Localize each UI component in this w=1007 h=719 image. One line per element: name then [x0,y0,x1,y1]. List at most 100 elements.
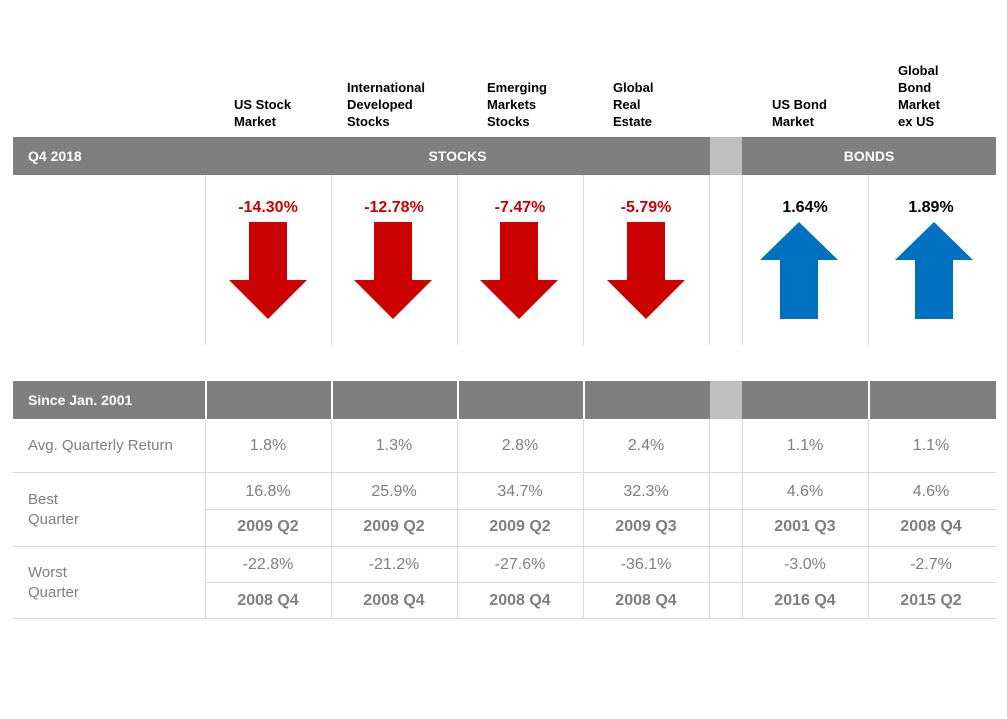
bottom-header-bar [13,381,710,419]
column-header-line: US Stock [234,97,292,112]
row-label-worst: Worst Quarter [28,563,79,603]
top-divider [742,175,743,345]
best-quarter-cell: 2009 Q3 [615,518,677,535]
avg-cell: 1.8% [249,437,287,454]
worst-quarter-cell: 2008 Q4 [363,592,425,609]
top-header-bonds-bar [742,137,996,175]
avg-cell: 1.1% [912,437,950,454]
bottom-header-gap [710,381,742,419]
best-quarter-cell: 2001 Q3 [774,518,836,535]
return-label-intl-developed: -12.78% [364,199,424,216]
best-value-cell: 4.6% [786,483,824,500]
row-divider [13,472,996,473]
column-header-global-real-estate: Global Real Estate [613,79,653,130]
worst-quarter-cell: 2015 Q2 [900,592,962,609]
column-header-line: US Bond [772,97,827,112]
return-label-us-stock: -14.30% [238,199,298,216]
top-divider [457,175,458,345]
avg-cell: 2.8% [501,437,539,454]
worst-value-cell: -2.7% [910,556,952,573]
row-label-avg: Avg. Quarterly Return [28,437,173,454]
bonds-label: BONDS [843,148,895,164]
bottom-divider [868,419,869,619]
column-header-line: Global [613,80,654,95]
top-divider [583,175,584,345]
row-divider [13,618,996,619]
column-header-line: International [347,80,426,95]
bottom-divider [742,419,743,619]
worst-value-cell: -36.1% [620,556,672,573]
down-arrow-icon [607,222,685,319]
column-header-line: Developed [347,97,413,112]
avg-cell: 2.4% [627,437,665,454]
row-label-best: Best Quarter [28,490,79,530]
up-arrow-icon [760,222,838,319]
top-divider [868,175,869,345]
column-header-emerging: Emerging Markets Stocks [487,79,547,130]
best-quarter-cell: 2009 Q2 [489,518,551,535]
top-header-bar [13,137,710,175]
row-divider [205,582,996,583]
column-header-line: Emerging [487,80,547,95]
best-value-cell: 16.8% [245,483,291,500]
top-header-gap [710,137,742,175]
worst-value-cell: -27.6% [494,556,546,573]
bottom-divider [331,381,333,619]
top-divider [331,175,332,345]
best-value-cell: 34.7% [497,483,543,500]
period-label-since-2001: Since Jan. 2001 [28,392,133,408]
bottom-divider [331,419,332,619]
best-quarter-cell: 2008 Q4 [900,518,962,535]
return-label-us-bond: 1.64% [782,199,828,216]
bottom-divider [205,381,207,619]
down-arrow-icon [354,222,432,319]
worst-quarter-cell: 2016 Q4 [774,592,836,609]
best-quarter-cell: 2009 Q2 [363,518,425,535]
return-label-global-bond: 1.89% [908,199,954,216]
bottom-divider [583,381,585,619]
row-label-line: Quarter [28,584,79,601]
down-arrow-icon [229,222,307,319]
row-divider [13,546,996,547]
bottom-divider [205,419,206,619]
column-header-line: Stocks [487,114,530,129]
worst-value-cell: -21.2% [368,556,420,573]
worst-quarter-cell: 2008 Q4 [489,592,551,609]
column-header-line: Market [234,114,276,129]
row-label-line: Quarter [28,511,79,528]
worst-quarter-cell: 2008 Q4 [237,592,299,609]
column-header-us-stock: US Stock Market [234,96,291,130]
row-label-line: Worst [28,564,67,581]
down-arrow-icon [480,222,558,319]
row-label-line: Best [28,491,59,508]
column-header-intl-developed: International Developed Stocks [347,79,425,130]
column-header-line: Bond [898,80,932,95]
best-value-cell: 32.3% [623,483,669,500]
top-divider [709,175,710,345]
row-divider [205,509,996,510]
column-header-line: Stocks [347,114,390,129]
column-header-line: Market [772,114,814,129]
bottom-divider [709,419,710,619]
column-header-line: Global [898,63,939,78]
best-value-cell: 4.6% [912,483,950,500]
worst-quarter-cell: 2008 Q4 [615,592,677,609]
best-quarter-cell: 2009 Q2 [237,518,299,535]
column-header-global-bond: Global Bond Market ex US [898,62,940,130]
up-arrow-icon [895,222,973,319]
column-header-line: Real [613,97,641,112]
column-header-line: Estate [613,114,653,129]
bottom-divider [457,381,459,619]
worst-value-cell: -22.8% [242,556,294,573]
return-label-global-real-estate: -5.79% [620,199,672,216]
avg-cell: 1.3% [375,437,413,454]
bottom-divider [583,419,584,619]
bottom-divider [868,381,870,619]
period-label-q4-2018: Q4 2018 [28,148,82,164]
column-header-line: ex US [898,114,935,129]
top-divider [205,175,206,345]
column-header-line: Market [898,97,940,112]
avg-cell: 1.1% [786,437,824,454]
return-label-emerging: -7.47% [494,199,546,216]
worst-value-cell: -3.0% [784,556,826,573]
